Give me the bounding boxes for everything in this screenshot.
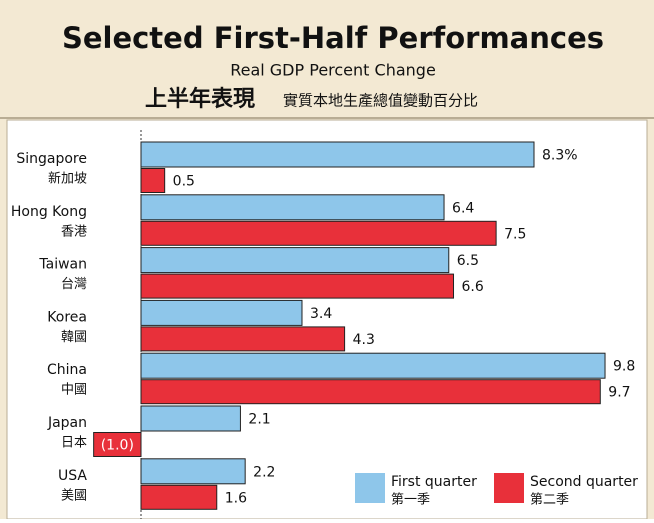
chart-subtitle-zh: 實質本地生產總值變動百分比 [283,92,478,110]
value-label: 2.1 [248,412,270,428]
bar [140,352,606,379]
category-label: Hong Kong [11,204,87,220]
category-label: Korea [47,309,87,325]
legend-label-zh: 第二季 [530,493,569,508]
legend-swatch [494,473,524,503]
value-label: 2.2 [253,464,275,480]
value-label: 8.3% [542,148,578,164]
bar [140,458,246,485]
value-label: 3.4 [310,306,332,322]
chart-title: Selected First-Half Performances [62,21,604,55]
chart-title-zh: 上半年表現 [145,86,255,112]
chart-subtitle: Real GDP Percent Change [230,61,436,80]
category-label-zh: 日本 [61,436,87,451]
value-label: (1.0) [101,438,134,454]
bar [140,194,445,221]
bar [140,168,166,193]
value-label: 4.3 [353,332,375,348]
legend-label-zh: 第一季 [391,493,430,508]
value-label: 9.8 [613,359,635,375]
value-label: 1.6 [225,490,247,506]
category-label: Taiwan [38,257,87,273]
category-label: USA [58,468,87,484]
bar [140,247,450,274]
category-label-zh: 香港 [61,224,87,239]
category-label-zh: 韓國 [61,330,87,345]
category-label: Singapore [16,151,87,167]
value-label: 9.7 [608,385,630,401]
bar [140,326,346,352]
bar [140,299,303,326]
value-label: 7.5 [504,226,526,242]
bar [140,405,241,432]
category-label: Japan [47,415,87,431]
bar [140,220,497,246]
value-label: 6.6 [462,279,484,295]
category-label-zh: 台灣 [61,277,87,292]
category-label-zh: 新加坡 [48,171,87,187]
bar [140,141,535,168]
value-label: 6.4 [452,200,474,216]
value-label: 0.5 [173,174,195,190]
category-label-zh: 中國 [61,383,87,398]
legend-label: First quarter [391,474,477,490]
bar [140,273,455,299]
legend-swatch [355,473,385,503]
legend-label: Second quarter [530,474,638,490]
category-label: China [47,362,87,378]
bar [93,432,142,457]
category-label-zh: 美國 [61,488,87,503]
bar [140,484,218,510]
value-label: 6.5 [457,253,479,269]
bar [140,379,601,405]
